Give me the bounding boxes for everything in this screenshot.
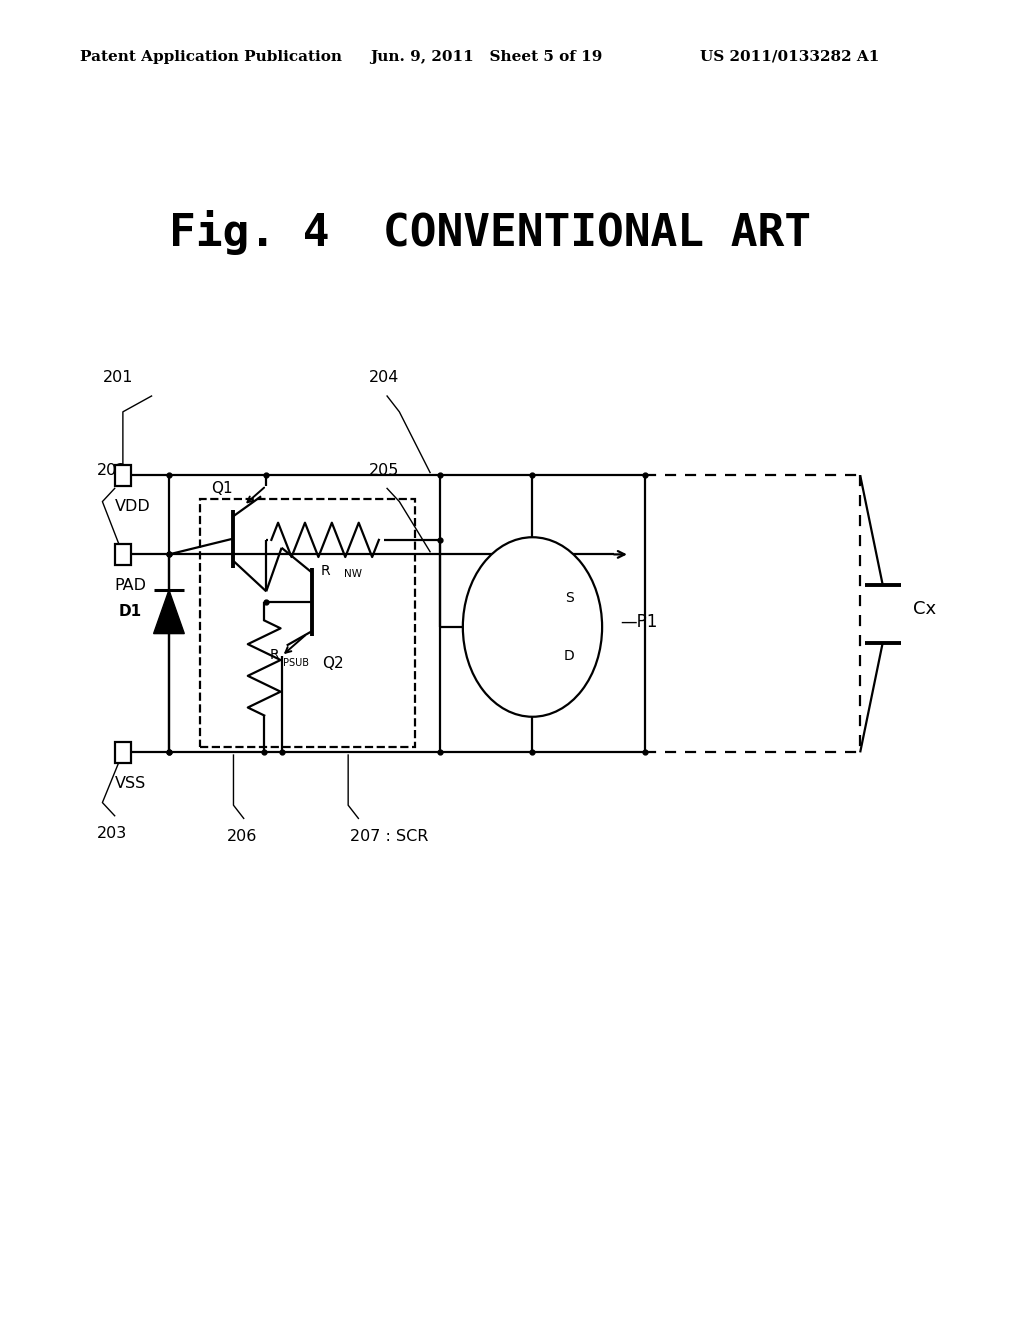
Circle shape (463, 537, 602, 717)
Text: D: D (564, 649, 574, 663)
Text: VSS: VSS (115, 776, 146, 791)
Text: R: R (269, 648, 279, 661)
Text: R: R (321, 564, 330, 578)
Text: US 2011/0133282 A1: US 2011/0133282 A1 (700, 50, 880, 63)
Text: Q2: Q2 (323, 656, 344, 671)
Text: Patent Application Publication: Patent Application Publication (80, 50, 342, 63)
Text: 203: 203 (97, 826, 128, 841)
Text: —P1: —P1 (621, 612, 657, 631)
Bar (200, 499, 415, 747)
Text: 206: 206 (227, 829, 258, 843)
Text: 202: 202 (97, 463, 128, 478)
Text: Fig. 4  CONVENTIONAL ART: Fig. 4 CONVENTIONAL ART (169, 210, 811, 255)
Polygon shape (154, 590, 184, 634)
Bar (115, 544, 131, 565)
Text: 201: 201 (102, 371, 133, 385)
Text: Q1: Q1 (211, 482, 232, 496)
Text: Jun. 9, 2011   Sheet 5 of 19: Jun. 9, 2011 Sheet 5 of 19 (370, 50, 602, 63)
Text: PAD: PAD (115, 578, 146, 593)
Text: NW: NW (344, 569, 361, 579)
Bar (115, 742, 131, 763)
Text: 207 : SCR: 207 : SCR (350, 829, 429, 843)
Text: 205: 205 (369, 463, 399, 478)
Text: Cx: Cx (913, 599, 936, 618)
Bar (115, 465, 131, 486)
Text: 204: 204 (369, 371, 399, 385)
Text: VDD: VDD (115, 499, 151, 513)
Text: D1: D1 (118, 605, 141, 619)
Text: PSUB: PSUB (283, 657, 308, 668)
Text: S: S (565, 591, 573, 605)
